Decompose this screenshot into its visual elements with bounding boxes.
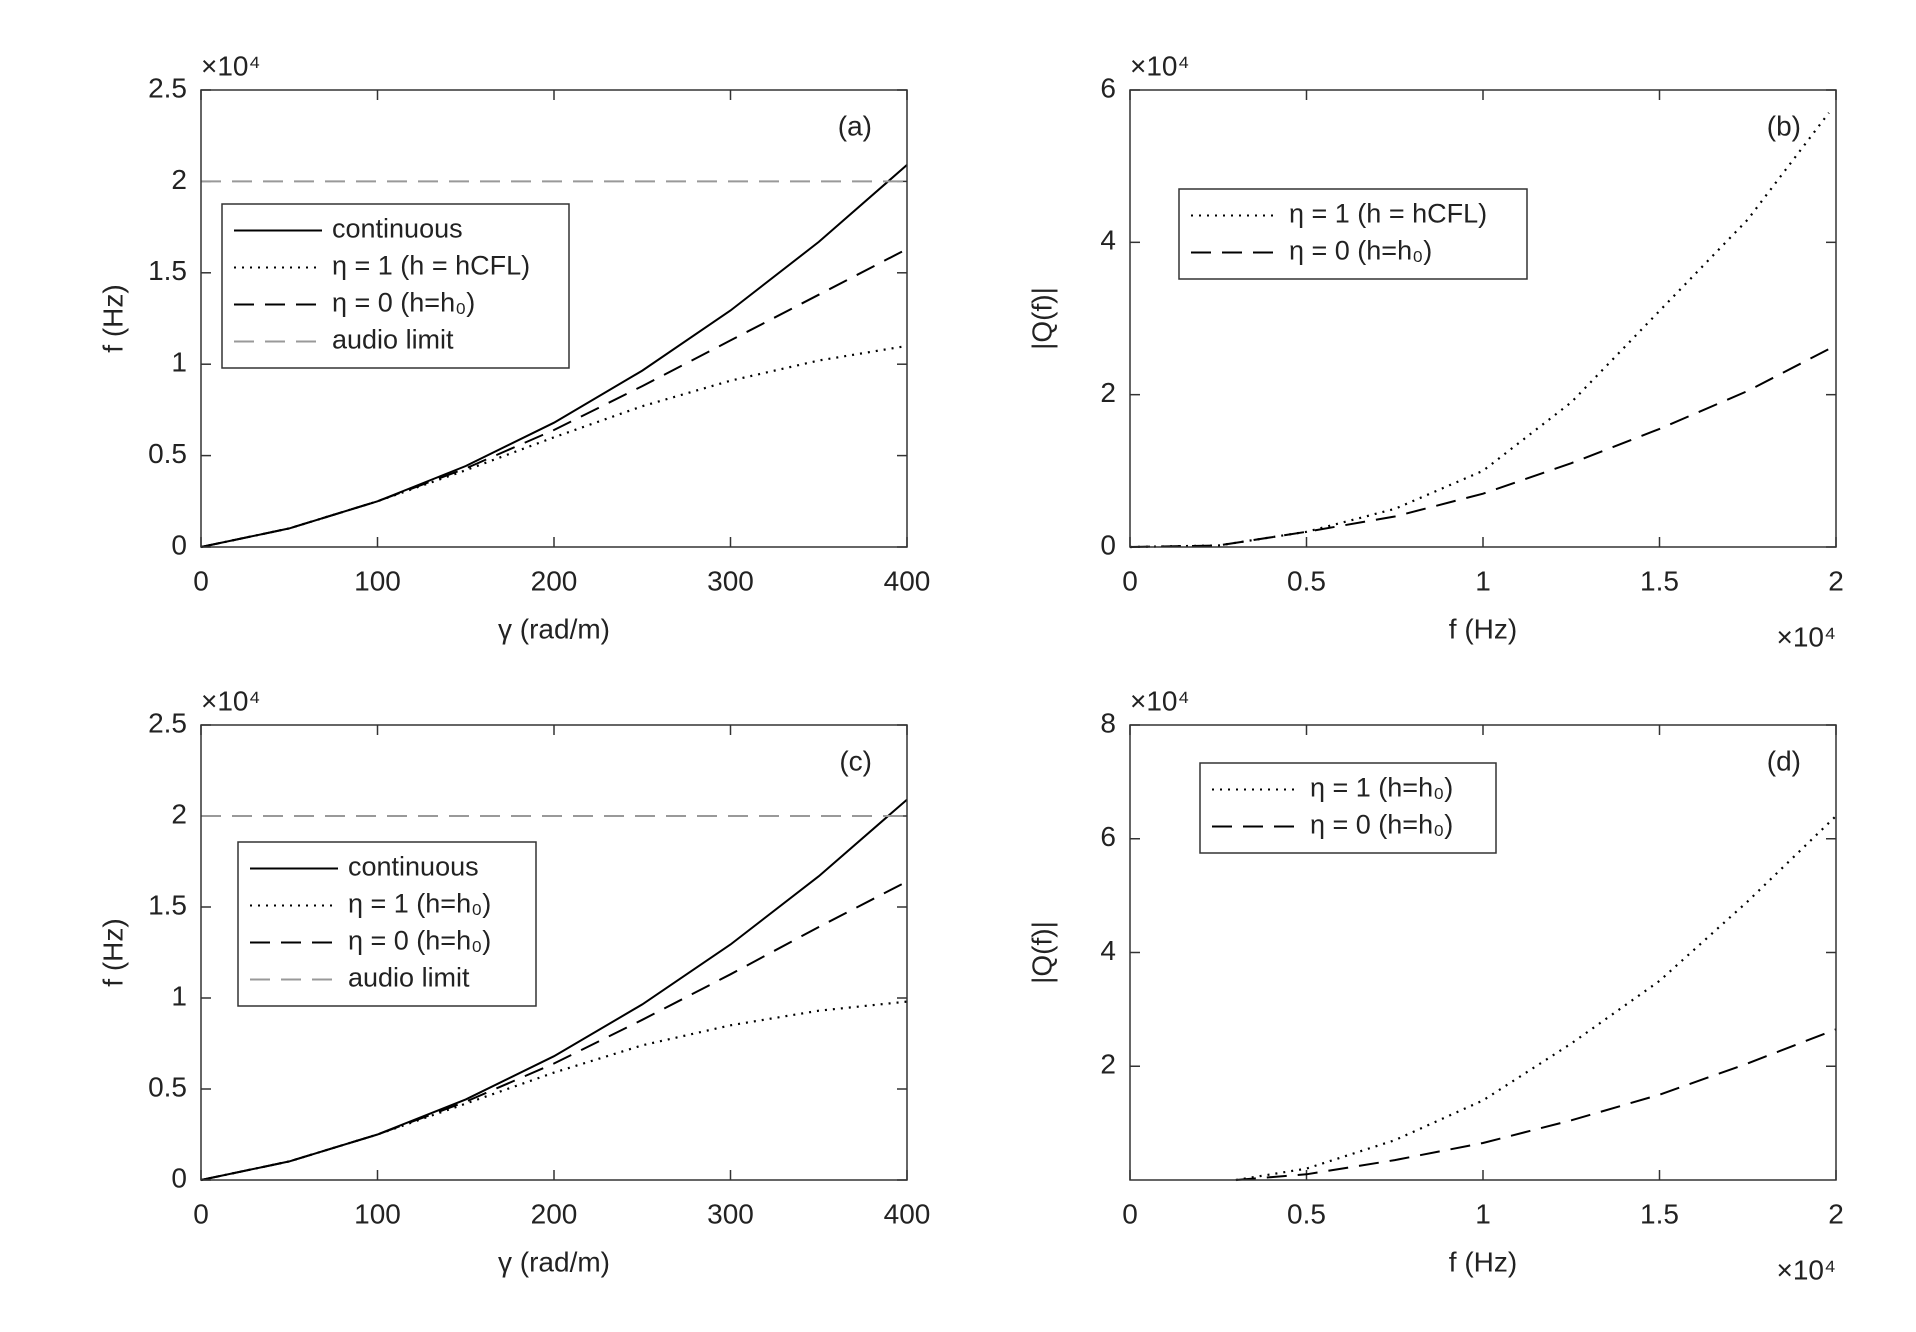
legend-label: audio limit: [348, 963, 470, 993]
panel-label: (b): [1767, 110, 1801, 141]
series-line: [200, 344, 908, 549]
series-line: [200, 880, 908, 1181]
x-tick-label: 1.5: [1640, 1198, 1679, 1229]
legend-label: η = 1 (h=h₀): [348, 889, 491, 919]
legend: continuous η = 1 (h = hCFL) η = 0 (h=h₀) au…: [221, 203, 570, 369]
x-tick-label: 400: [884, 1198, 931, 1229]
y-tick-label: 2: [1100, 1049, 1116, 1080]
x-tick-label: 200: [531, 1198, 578, 1229]
y-tick-label: 4: [1100, 935, 1116, 966]
x-tick-label: 1.5: [1640, 565, 1679, 596]
x-tick-label: 0.5: [1287, 565, 1326, 596]
x-tick-label: 1: [1475, 565, 1491, 596]
y-tick-label: 0: [1100, 529, 1116, 560]
y-tick-label: 6: [1100, 72, 1116, 103]
series-line: [200, 1000, 908, 1182]
y-tick-label: 1: [171, 980, 187, 1011]
y-axis-label: |Q(f)|: [1026, 287, 1057, 350]
y-tick-label: 1: [171, 347, 187, 378]
x-tick-label: 0: [193, 1198, 209, 1229]
y-multiplier: ×10⁴: [1130, 685, 1190, 716]
y-tick-label: 1.5: [148, 889, 187, 920]
y-tick-label: 8: [1100, 707, 1116, 738]
y-tick-label: 2: [1100, 377, 1116, 408]
y-tick-label: 2: [171, 798, 187, 829]
x-axis-label: f (Hz): [1449, 613, 1517, 644]
x-tick-label: 0: [1122, 565, 1138, 596]
x-tick-label: 1: [1475, 1198, 1491, 1229]
y-tick-label: 0: [171, 1162, 187, 1193]
x-axis-label: γ (rad/m): [498, 1246, 610, 1277]
x-tick-label: 300: [707, 565, 754, 596]
x-axis-label: f (Hz): [1449, 1246, 1517, 1277]
axes-background: [1130, 90, 1836, 547]
series-line: [1129, 112, 1830, 549]
y-axis-label: f (Hz): [97, 918, 128, 986]
legend-label: η = 1 (h = hCFL): [332, 251, 530, 281]
x-tick-label: 200: [531, 565, 578, 596]
legend-label: η = 0 (h=h₀): [1289, 236, 1432, 266]
legend-box: [1178, 188, 1528, 280]
y-tick-label: 0.5: [148, 1071, 187, 1102]
legend-box: [1199, 762, 1497, 854]
x-tick-label: 0: [1122, 1198, 1138, 1229]
legend-label: η = 1 (h = hCFL): [1289, 199, 1487, 229]
x-tick-label: 400: [884, 565, 931, 596]
legend: η = 1 (h = hCFL) η = 0 (h=h₀): [1178, 188, 1528, 280]
series-line: [200, 248, 908, 548]
y-tick-label: 6: [1100, 821, 1116, 852]
y-tick-label: 2.5: [148, 707, 187, 738]
legend-label: continuous: [332, 214, 463, 244]
y-tick-label: 1.5: [148, 255, 187, 286]
y-axis-label: |Q(f)|: [1026, 921, 1057, 984]
subplot: 0 100 200 300 400 0 0.5 1 1.5 2 2.5 (c) γ (rad/m) f (…: [97, 685, 930, 1277]
series-line: [1129, 348, 1830, 548]
x-tick-label: 100: [354, 1198, 401, 1229]
legend: continuous η = 1 (h=h₀) η = 0 (h=h₀) audio …: [237, 841, 537, 1007]
y-axis-label: f (Hz): [97, 284, 128, 352]
x-tick-label: 0: [193, 565, 209, 596]
y-multiplier: ×10⁴: [201, 685, 261, 716]
x-tick-label: 300: [707, 1198, 754, 1229]
series-line: [1235, 1028, 1837, 1181]
x-tick-label: 100: [354, 565, 401, 596]
legend-label: η = 0 (h=h₀): [348, 926, 491, 956]
legend-label: η = 1 (h=h₀): [1310, 773, 1453, 803]
legend-label: continuous: [348, 852, 479, 882]
x-tick-label: 0.5: [1287, 1198, 1326, 1229]
subplot: 0 100 200 300 400 0 0.5 1 1.5 2 2.5 (a) γ (rad/m) f (…: [97, 50, 930, 644]
x-tick-label: 2: [1828, 565, 1844, 596]
legend-label: η = 0 (h=h₀): [1310, 810, 1453, 840]
x-multiplier: ×10⁴: [1776, 621, 1836, 652]
y-tick-label: 2: [171, 164, 187, 195]
subplot: 0 0.5 1 1.5 2 2 4 6 8 (d) f (Hz) |Q(f)| ×10⁴ ×10⁴ η = …: [1026, 685, 1843, 1285]
axes-frame: [200, 89, 908, 548]
y-multiplier: ×10⁴: [201, 50, 261, 81]
axes-frame: [1129, 89, 1837, 548]
y-tick-label: 4: [1100, 225, 1116, 256]
y-tick-label: 0.5: [148, 438, 187, 469]
x-tick-label: 2: [1828, 1198, 1844, 1229]
subplot: 0 0.5 1 1.5 2 0 2 4 6 (b) f (Hz) |Q(f)| ×10⁴ ×10⁴ η = …: [1026, 50, 1843, 652]
x-multiplier: ×10⁴: [1776, 1254, 1836, 1285]
y-multiplier: ×10⁴: [1130, 50, 1190, 81]
panel-label: (c): [839, 745, 872, 776]
panel-label: (a): [838, 110, 872, 141]
axes-frame: [1129, 724, 1837, 1181]
legend: η = 1 (h=h₀) η = 0 (h=h₀): [1199, 762, 1497, 854]
series-line: [1235, 815, 1837, 1182]
axes-frame: [200, 724, 908, 1181]
x-axis-label: γ (rad/m): [498, 613, 610, 644]
y-tick-label: 0: [171, 529, 187, 560]
y-tick-label: 2.5: [148, 72, 187, 103]
legend-label: η = 0 (h=h₀): [332, 288, 475, 318]
panel-label: (d): [1767, 745, 1801, 776]
legend-label: audio limit: [332, 325, 454, 355]
